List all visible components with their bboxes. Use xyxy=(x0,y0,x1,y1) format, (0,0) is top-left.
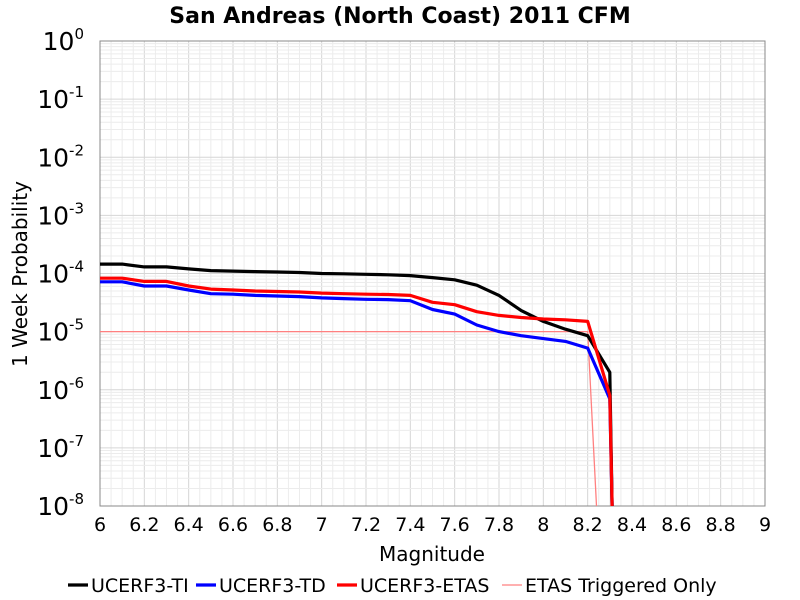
y-tick-label: 10-1 xyxy=(37,83,84,114)
x-tick-label: 6.2 xyxy=(129,514,159,536)
series-line-ucerf3-ti xyxy=(100,262,614,507)
x-tick-label: 8.2 xyxy=(573,514,603,536)
y-tick-label: 10-8 xyxy=(37,490,84,521)
series-line-ucerf3-etas xyxy=(100,276,614,507)
x-tick-label: 7 xyxy=(316,514,328,536)
y-tick-label: 10-7 xyxy=(37,432,84,463)
series-layer xyxy=(100,262,614,507)
x-tick-label: 7.6 xyxy=(440,514,470,536)
x-tick-label: 7.8 xyxy=(484,514,514,536)
x-tick-label: 7.4 xyxy=(395,514,425,536)
chart-title: San Andreas (North Coast) 2011 CFM xyxy=(169,4,630,29)
x-tick-label: 6.6 xyxy=(218,514,248,536)
y-tick-label: 10-5 xyxy=(37,316,84,347)
x-tick-label: 7.2 xyxy=(351,514,381,536)
legend-label: UCERF3-TD xyxy=(219,575,326,597)
ticks-layer: 6 6.2 6.4 6.6 6.8 7 7.2 7.4 7.6 7.8 8 8.2 8.4 8.6 8.8 9… xyxy=(37,25,771,536)
x-tick-label: 6.4 xyxy=(174,514,204,536)
x-tick-label: 8 xyxy=(537,514,549,536)
y-tick-label: 10-2 xyxy=(37,141,84,172)
legend-label: UCERF3-TI xyxy=(91,575,189,597)
series-line-ucerf3-td xyxy=(100,280,614,507)
y-tick-label: 100 xyxy=(43,25,84,56)
x-tick-label: 8.8 xyxy=(706,514,736,536)
x-tick-label: 8.6 xyxy=(661,514,691,536)
legend-label: ETAS Triggered Only xyxy=(525,575,717,597)
legend-label: UCERF3-ETAS xyxy=(360,575,489,597)
legend: UCERF3-TI UCERF3-TD UCERF3-ETAS ETAS Trigge… xyxy=(68,575,717,597)
y-axis-label: 1 Week Probability xyxy=(8,181,32,367)
x-tick-label: 6 xyxy=(94,514,106,536)
series-line-etas-triggered-only xyxy=(100,330,598,507)
grid xyxy=(99,41,766,507)
y-tick-label: 10-4 xyxy=(37,258,84,289)
x-tick-label: 9 xyxy=(759,514,771,536)
y-tick-label: 10-6 xyxy=(37,374,84,405)
x-tick-label: 8.4 xyxy=(617,514,647,536)
x-tick-label: 6.8 xyxy=(262,514,292,536)
y-tick-label: 10-3 xyxy=(37,199,84,230)
plot-frame xyxy=(99,40,766,507)
x-axis-label: Magnitude xyxy=(379,542,485,566)
